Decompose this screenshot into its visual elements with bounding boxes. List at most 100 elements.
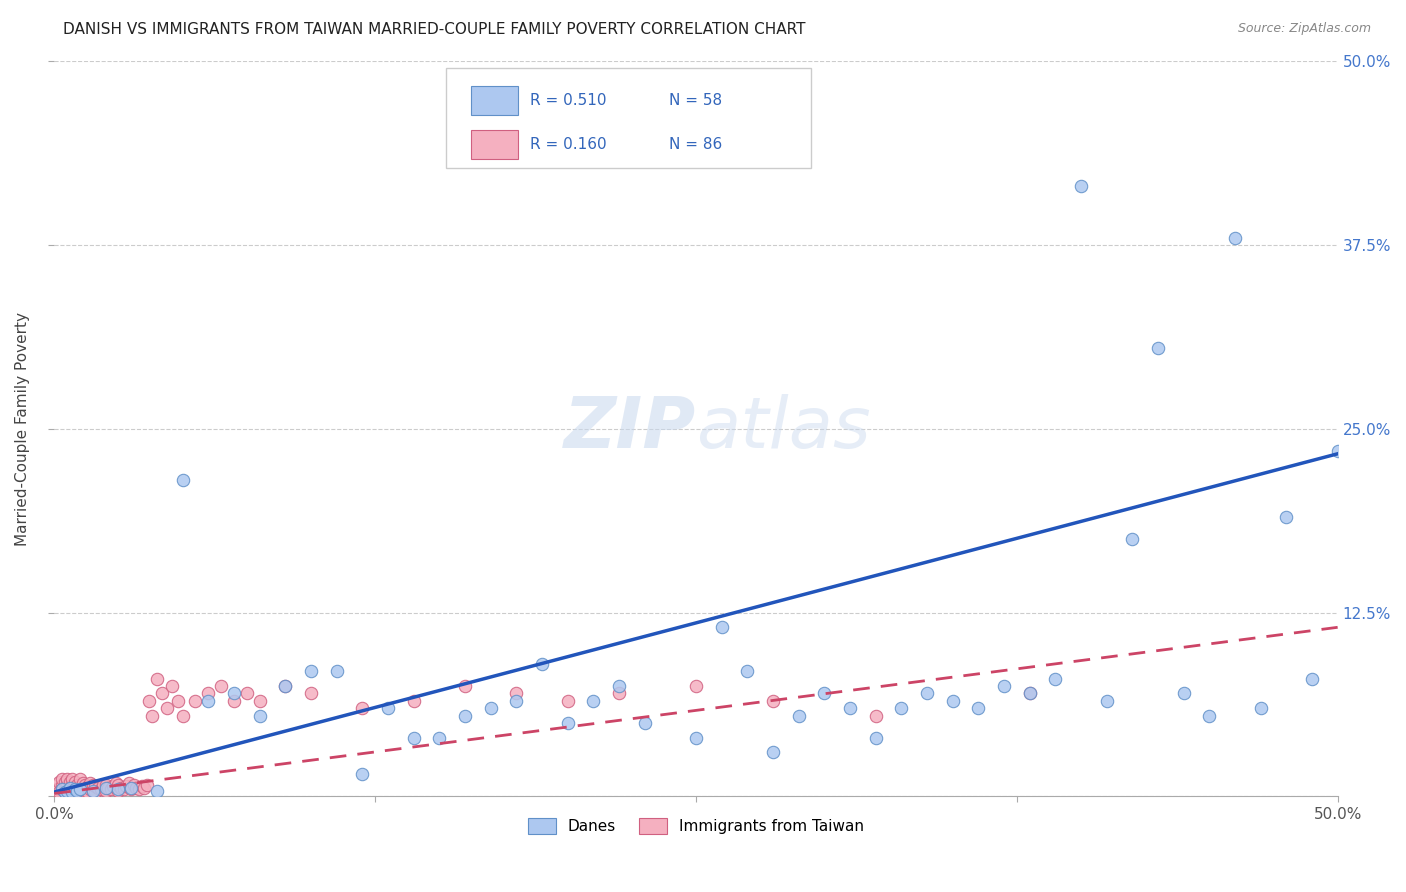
Point [131, 779, 153, 793]
Point [51, 782, 73, 797]
Point [53, 785, 76, 799]
Point [197, 686, 219, 700]
Point [1147, 341, 1170, 355]
FancyBboxPatch shape [446, 69, 811, 168]
Point [59, 783, 82, 797]
Point [1250, 701, 1272, 715]
Text: R = 0.160: R = 0.160 [530, 137, 607, 153]
Point [112, 782, 135, 797]
Point [184, 694, 207, 708]
Point [1095, 694, 1118, 708]
Point [56, 778, 79, 792]
Point [120, 780, 142, 795]
Point [89, 782, 111, 797]
Point [91, 778, 114, 792]
Point [607, 679, 630, 693]
Point [1018, 686, 1040, 700]
Point [352, 701, 374, 715]
Point [325, 665, 347, 679]
Point [633, 715, 655, 730]
Point [75, 778, 97, 792]
Text: N = 86: N = 86 [669, 137, 723, 153]
Point [197, 694, 219, 708]
Point [967, 701, 990, 715]
Point [402, 731, 425, 745]
Point [146, 783, 169, 797]
Point [138, 694, 160, 708]
Point [222, 694, 245, 708]
Point [710, 620, 733, 634]
Point [56, 783, 79, 797]
Point [865, 708, 887, 723]
Point [787, 708, 810, 723]
Point [82, 778, 104, 792]
Point [53, 785, 76, 799]
Point [135, 778, 157, 792]
Point [94, 780, 117, 795]
Point [48, 774, 70, 789]
Point [454, 679, 477, 693]
Point [72, 782, 94, 797]
Point [172, 473, 194, 487]
Point [115, 779, 138, 793]
Point [1223, 230, 1246, 244]
Point [82, 783, 104, 797]
Point [915, 686, 938, 700]
Point [582, 694, 605, 708]
Point [762, 694, 785, 708]
Point [557, 715, 579, 730]
Point [59, 780, 82, 795]
Point [66, 783, 89, 797]
Point [162, 679, 184, 693]
Point [352, 767, 374, 781]
Point [63, 779, 86, 793]
Point [76, 779, 98, 793]
Point [890, 701, 912, 715]
Point [128, 782, 150, 797]
Point [79, 782, 101, 797]
Point [60, 783, 83, 797]
Text: atlas: atlas [696, 394, 870, 463]
Point [60, 772, 83, 786]
Point [685, 679, 707, 693]
Point [454, 708, 477, 723]
Point [69, 782, 91, 797]
Point [299, 686, 322, 700]
Point [737, 665, 759, 679]
Point [100, 782, 122, 797]
Text: ZIP: ZIP [564, 394, 696, 463]
Point [66, 778, 89, 792]
Point [84, 779, 107, 793]
Point [118, 776, 141, 790]
Point [107, 778, 129, 792]
Point [72, 776, 94, 790]
Y-axis label: Married-Couple Family Poverty: Married-Couple Family Poverty [15, 312, 30, 546]
Point [107, 782, 129, 797]
Point [993, 679, 1015, 693]
Point [82, 783, 104, 797]
Point [75, 783, 97, 797]
Point [274, 679, 297, 693]
Point [530, 657, 553, 671]
Point [249, 708, 271, 723]
Point [69, 785, 91, 799]
Point [84, 785, 107, 799]
Point [685, 731, 707, 745]
Point [1326, 443, 1348, 458]
Point [53, 774, 76, 789]
FancyBboxPatch shape [471, 130, 517, 160]
Point [69, 779, 91, 793]
Point [53, 779, 76, 793]
Point [141, 708, 163, 723]
Point [249, 694, 271, 708]
Point [122, 778, 145, 792]
Point [505, 694, 527, 708]
Point [60, 785, 83, 799]
Point [51, 778, 73, 792]
Point [557, 694, 579, 708]
Point [97, 780, 120, 795]
Point [104, 776, 127, 790]
Point [63, 783, 86, 797]
Point [87, 780, 110, 795]
Point [166, 694, 188, 708]
